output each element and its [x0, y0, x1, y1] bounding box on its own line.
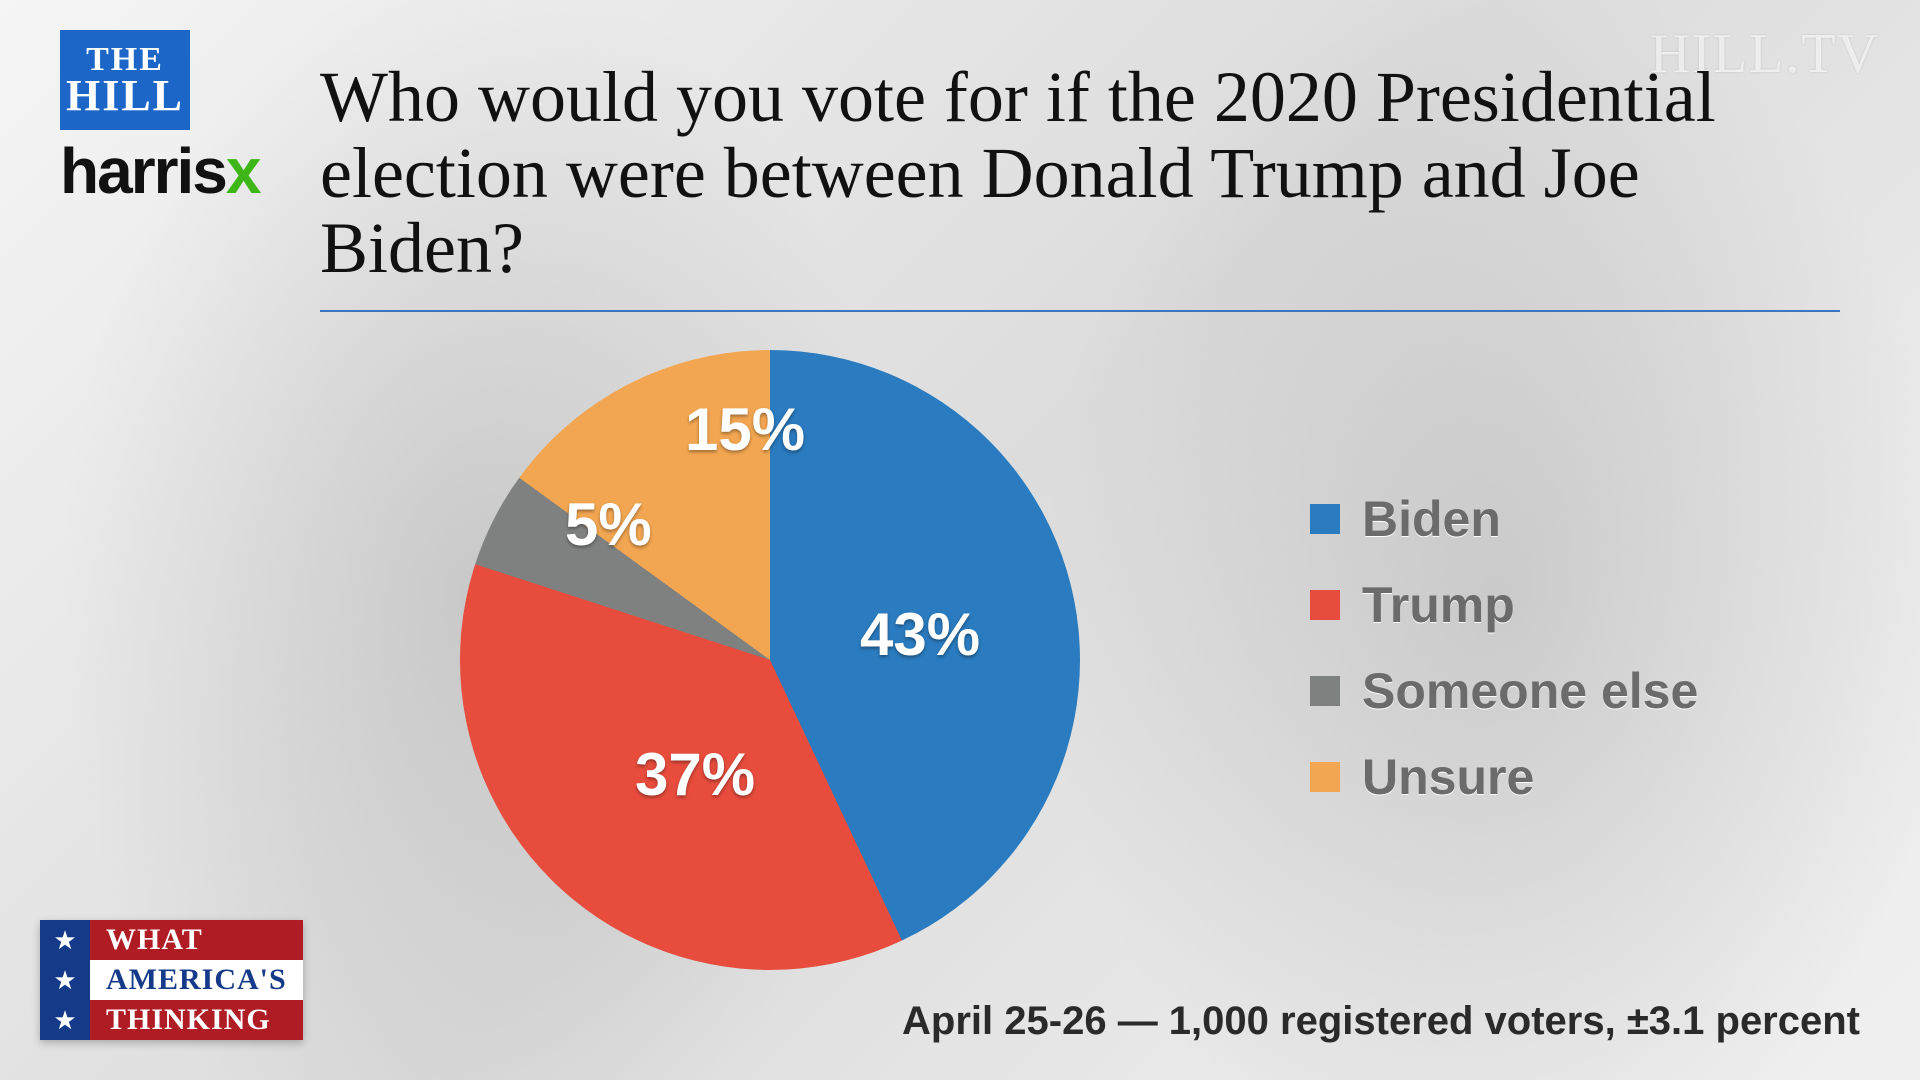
legend-swatch	[1310, 676, 1340, 706]
harrisx-accent: x	[226, 135, 260, 207]
star-icon: ★	[53, 1005, 76, 1036]
harrisx-text: harris	[60, 135, 226, 207]
legend-item: Unsure	[1310, 748, 1698, 806]
legend-label: Biden	[1362, 490, 1501, 548]
badge-row: AMERICA'S	[90, 960, 303, 1000]
badge-row: WHAT	[90, 920, 303, 960]
headline-divider	[320, 310, 1840, 312]
pie-slice-label: 43%	[860, 600, 980, 669]
star-icon: ★	[53, 925, 76, 956]
the-hill-logo-line2: HILL	[66, 76, 184, 116]
legend-swatch	[1310, 504, 1340, 534]
star-icon: ★	[53, 965, 76, 996]
pie-slice-label: 37%	[635, 740, 755, 809]
legend-label: Trump	[1362, 576, 1515, 634]
legend-swatch	[1310, 590, 1340, 620]
methodology-footnote: April 25-26 — 1,000 registered voters, ±…	[902, 999, 1860, 1044]
pie-chart: 43% 37% 5% 15%	[460, 350, 1080, 970]
poll-question-headline: Who would you vote for if the 2020 Presi…	[320, 60, 1720, 287]
badge-text-rows: WHATAMERICA'STHINKING	[90, 920, 303, 1040]
badge-row: THINKING	[90, 1000, 303, 1040]
pie-slice-label: 15%	[685, 395, 805, 464]
legend-label: Unsure	[1362, 748, 1534, 806]
legend-label: Someone else	[1362, 662, 1698, 720]
legend-item: Biden	[1310, 490, 1698, 548]
harrisx-logo: harrisx	[60, 134, 259, 208]
legend-item: Someone else	[1310, 662, 1698, 720]
chart-legend: Biden Trump Someone else Unsure	[1310, 490, 1698, 834]
source-logos: THE HILL harrisx	[60, 30, 259, 208]
pie-slice-label: 5%	[565, 490, 652, 559]
legend-item: Trump	[1310, 576, 1698, 634]
legend-swatch	[1310, 762, 1340, 792]
what-americas-thinking-badge: ★ ★ ★ WHATAMERICA'STHINKING	[40, 920, 303, 1040]
badge-star-strip: ★ ★ ★	[40, 920, 90, 1040]
the-hill-logo: THE HILL	[60, 30, 190, 130]
